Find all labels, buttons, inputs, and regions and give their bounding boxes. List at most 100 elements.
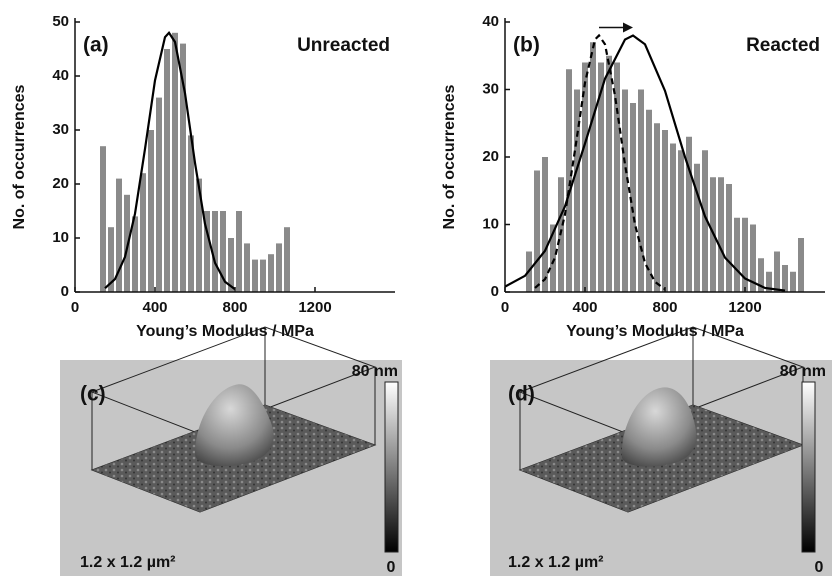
bar	[236, 211, 242, 292]
bar	[566, 69, 572, 292]
bar	[598, 62, 604, 292]
bar	[550, 224, 556, 292]
y-tick-label: 40	[52, 67, 69, 84]
bar	[718, 177, 724, 292]
bar	[590, 42, 596, 292]
x-tick-label: 1200	[298, 299, 331, 316]
y-tick-label: 10	[482, 215, 499, 232]
bar	[638, 89, 644, 292]
scale-max: 80 nm	[352, 363, 398, 380]
y-tick-label: 30	[482, 80, 499, 97]
bar	[742, 217, 748, 292]
bar	[140, 173, 146, 292]
y-axis-label: No. of occurrences	[441, 84, 458, 229]
bar	[276, 243, 282, 292]
bar	[188, 135, 194, 292]
bar	[204, 211, 210, 292]
y-tick-label: 40	[482, 13, 499, 30]
bar	[790, 271, 796, 292]
bar	[734, 217, 740, 292]
bar	[614, 62, 620, 292]
scan-size: 1.2 x 1.2 µm²	[508, 554, 604, 571]
colorbar	[801, 381, 816, 553]
bar	[116, 178, 122, 292]
bar	[196, 178, 202, 292]
bar	[662, 130, 668, 292]
bar	[582, 62, 588, 292]
bar	[156, 97, 162, 292]
scale-min: 0	[387, 559, 396, 576]
bar	[686, 136, 692, 292]
bar	[774, 251, 780, 292]
bar	[654, 123, 660, 292]
bar	[726, 184, 732, 292]
bar	[220, 211, 226, 292]
x-tick-label: 400	[572, 299, 597, 316]
scale-max: 80 nm	[780, 363, 826, 380]
afm-feature	[195, 384, 274, 467]
x-tick-label: 0	[71, 299, 79, 316]
x-axis-label: Young’s Modulus / MPa	[566, 323, 744, 340]
bar	[758, 258, 764, 292]
bar	[694, 163, 700, 292]
bar	[268, 254, 274, 292]
bar	[260, 259, 266, 292]
x-tick-label: 400	[142, 299, 167, 316]
bar	[646, 109, 652, 292]
bar	[670, 143, 676, 292]
afm-feature	[621, 387, 697, 467]
panel-label: (a)	[83, 34, 109, 57]
bar	[180, 43, 186, 292]
panel-label: (b)	[513, 34, 540, 57]
bar	[750, 224, 756, 292]
bar	[798, 238, 804, 292]
bar	[100, 146, 106, 292]
arrow-head	[623, 22, 633, 33]
y-axis-label: No. of occurrences	[11, 84, 28, 229]
bar	[542, 157, 548, 292]
bar	[164, 49, 170, 292]
y-tick-label: 20	[482, 148, 499, 165]
bar	[212, 211, 218, 292]
x-tick-label: 0	[501, 299, 509, 316]
fit-curve	[504, 34, 786, 292]
bar	[782, 265, 788, 292]
bar	[630, 103, 636, 292]
bar	[108, 227, 114, 292]
y-tick-label: 0	[491, 283, 499, 300]
afm-panel: (d) 80 nm 0 1.2 x 1.2 µm²	[490, 326, 832, 576]
afm-panel: (c) 80 nm 0 1.2 x 1.2 µm²	[60, 326, 402, 576]
bar	[148, 130, 154, 292]
panel-label: (c)	[80, 383, 106, 406]
bar	[132, 216, 138, 292]
bar	[252, 259, 258, 292]
bar	[284, 227, 290, 292]
y-tick-label: 0	[61, 283, 69, 300]
x-tick-label: 1200	[728, 299, 761, 316]
colorbar	[384, 381, 399, 553]
x-tick-label: 800	[652, 299, 677, 316]
bar	[678, 150, 684, 292]
scale-min: 0	[815, 559, 824, 576]
bar	[244, 243, 250, 292]
bar	[766, 271, 772, 292]
scan-size: 1.2 x 1.2 µm²	[80, 554, 176, 571]
panel-label: (d)	[508, 383, 535, 406]
x-axis-label: Young’s Modulus / MPa	[136, 323, 314, 340]
bar	[228, 238, 234, 292]
y-tick-label: 20	[52, 175, 69, 192]
panel-title: Unreacted	[297, 35, 390, 56]
x-tick-label: 800	[222, 299, 247, 316]
bar	[702, 150, 708, 292]
y-tick-label: 30	[52, 121, 69, 138]
fit-curve	[104, 31, 236, 291]
bar	[534, 170, 540, 292]
panel-title: Reacted	[746, 35, 820, 56]
y-tick-label: 10	[52, 229, 69, 246]
bar	[606, 55, 612, 292]
bar	[172, 32, 178, 293]
bar	[622, 89, 628, 292]
bar	[574, 89, 580, 292]
fit-curve	[534, 33, 666, 291]
